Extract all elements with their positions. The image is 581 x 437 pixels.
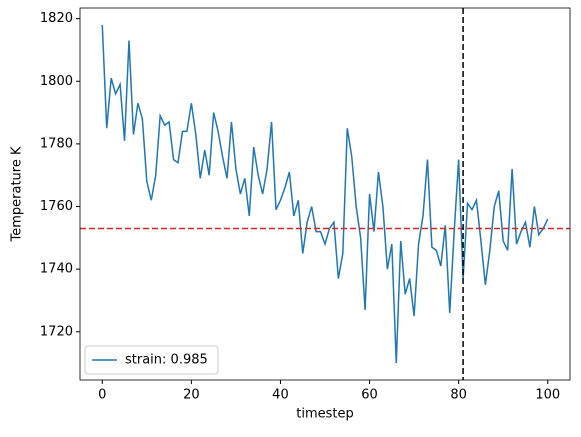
y-tick-label: 1740 bbox=[40, 262, 73, 277]
x-tick-label: 100 bbox=[535, 388, 560, 403]
y-axis-label: Temperature K bbox=[10, 146, 25, 242]
x-tick-label: 40 bbox=[272, 388, 289, 403]
y-tick-label: 1820 bbox=[40, 11, 73, 26]
x-tick-label: 60 bbox=[361, 388, 378, 403]
y-tick-label: 1800 bbox=[40, 74, 73, 89]
x-tick-label: 20 bbox=[183, 388, 200, 403]
y-tick-label: 1780 bbox=[40, 136, 73, 151]
legend-label: strain: 0.985 bbox=[125, 353, 208, 368]
x-tick-label: 80 bbox=[450, 388, 467, 403]
y-tick-label: 1720 bbox=[40, 324, 73, 339]
y-tick-label: 1760 bbox=[40, 199, 73, 214]
legend-box bbox=[84, 345, 219, 375]
data-line bbox=[101, 24, 549, 364]
x-tick-label: 0 bbox=[98, 388, 106, 403]
x-axis-label: timestep bbox=[296, 407, 354, 422]
plot-frame bbox=[79, 7, 571, 381]
